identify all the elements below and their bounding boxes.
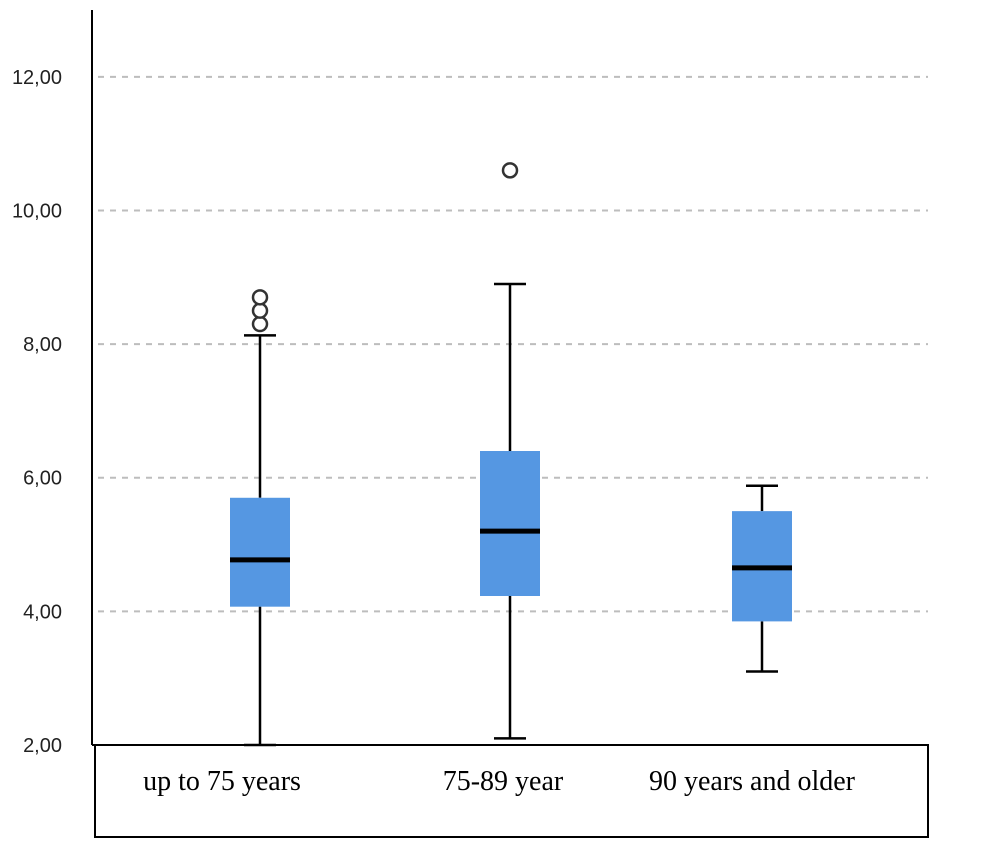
y-tick-label: 4,00 <box>23 601 62 623</box>
y-tick-labels: 2,00 4,00 6,00 8,00 10,00 12,00 <box>12 67 62 757</box>
category-label: 90 years and older <box>649 766 856 797</box>
y-tick-label: 12,00 <box>12 67 62 89</box>
y-tick-label: 8,00 <box>23 334 62 356</box>
boxes <box>230 162 792 747</box>
y-tick-label: 6,00 <box>23 468 62 490</box>
outlier-point <box>251 289 269 306</box>
category-label: up to 75 years <box>143 766 301 797</box>
iqr-box <box>230 497 290 607</box>
y-tick-label: 2,00 <box>23 735 62 757</box>
category-labels: up to 75 years 75-89 year 90 years and old… <box>143 766 856 797</box>
category-label-frame <box>94 744 929 838</box>
box-group <box>732 484 792 673</box>
box-group <box>230 289 290 747</box>
y-tick-label: 10,00 <box>12 200 62 222</box>
outlier-point <box>501 162 519 179</box>
outlier-point <box>251 302 269 319</box>
iqr-box <box>480 451 540 596</box>
outlier-point <box>251 315 269 333</box>
box-group <box>480 162 540 740</box>
category-label: 75-89 year <box>443 766 564 797</box>
